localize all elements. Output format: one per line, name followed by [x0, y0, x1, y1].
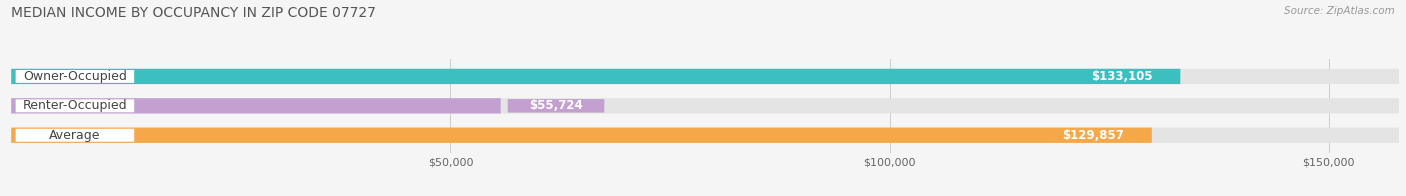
FancyBboxPatch shape	[11, 98, 501, 113]
FancyBboxPatch shape	[15, 70, 134, 83]
FancyBboxPatch shape	[11, 69, 1180, 84]
FancyBboxPatch shape	[11, 128, 1399, 143]
FancyBboxPatch shape	[508, 99, 605, 113]
FancyBboxPatch shape	[11, 128, 1152, 143]
Text: $133,105: $133,105	[1091, 70, 1153, 83]
FancyBboxPatch shape	[1045, 129, 1142, 142]
FancyBboxPatch shape	[15, 129, 134, 142]
FancyBboxPatch shape	[1073, 70, 1170, 83]
Text: MEDIAN INCOME BY OCCUPANCY IN ZIP CODE 07727: MEDIAN INCOME BY OCCUPANCY IN ZIP CODE 0…	[11, 6, 377, 20]
Text: Source: ZipAtlas.com: Source: ZipAtlas.com	[1284, 6, 1395, 16]
Text: Owner-Occupied: Owner-Occupied	[22, 70, 127, 83]
Text: Renter-Occupied: Renter-Occupied	[22, 99, 127, 112]
Text: Average: Average	[49, 129, 101, 142]
FancyBboxPatch shape	[11, 69, 1399, 84]
FancyBboxPatch shape	[11, 98, 1399, 113]
Text: $55,724: $55,724	[529, 99, 583, 112]
Text: $129,857: $129,857	[1062, 129, 1123, 142]
FancyBboxPatch shape	[15, 99, 134, 112]
